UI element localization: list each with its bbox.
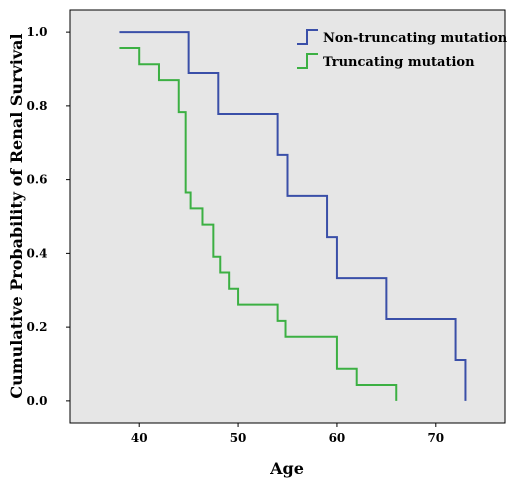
y-tick-label: 0.2 [27,320,48,334]
x-tick-label: 40 [131,431,148,445]
legend: Non-truncating mutation Truncating mutati… [297,29,508,70]
legend-label: Truncating mutation [323,55,475,70]
y-tick-label: 1.0 [27,25,48,39]
y-tick-label: 0.0 [27,394,48,408]
y-tick-label: 0.6 [27,173,48,187]
legend-label: Non-truncating mutation [323,31,508,46]
series-layer [119,31,467,401]
plot-area [69,9,506,424]
x-tick-label: 50 [230,431,247,445]
y-axis-label: Cumulative Probability of Renal Survival [7,33,26,398]
x-axis-label: Age [269,459,304,478]
x-tick-label: 60 [329,431,346,445]
legend-swatch [297,53,318,69]
legend-swatch [297,29,318,45]
y-tick-label: 0.4 [27,246,48,260]
y-tick-label: 0.8 [27,99,48,113]
x-axis: 40 50 60 70 [131,423,444,445]
y-axis: 0.0 0.2 0.4 0.6 0.8 1.0 [27,25,70,408]
series-truncating-line [119,46,398,401]
series-non-truncating-line [119,31,467,401]
x-tick-label: 70 [427,431,444,445]
